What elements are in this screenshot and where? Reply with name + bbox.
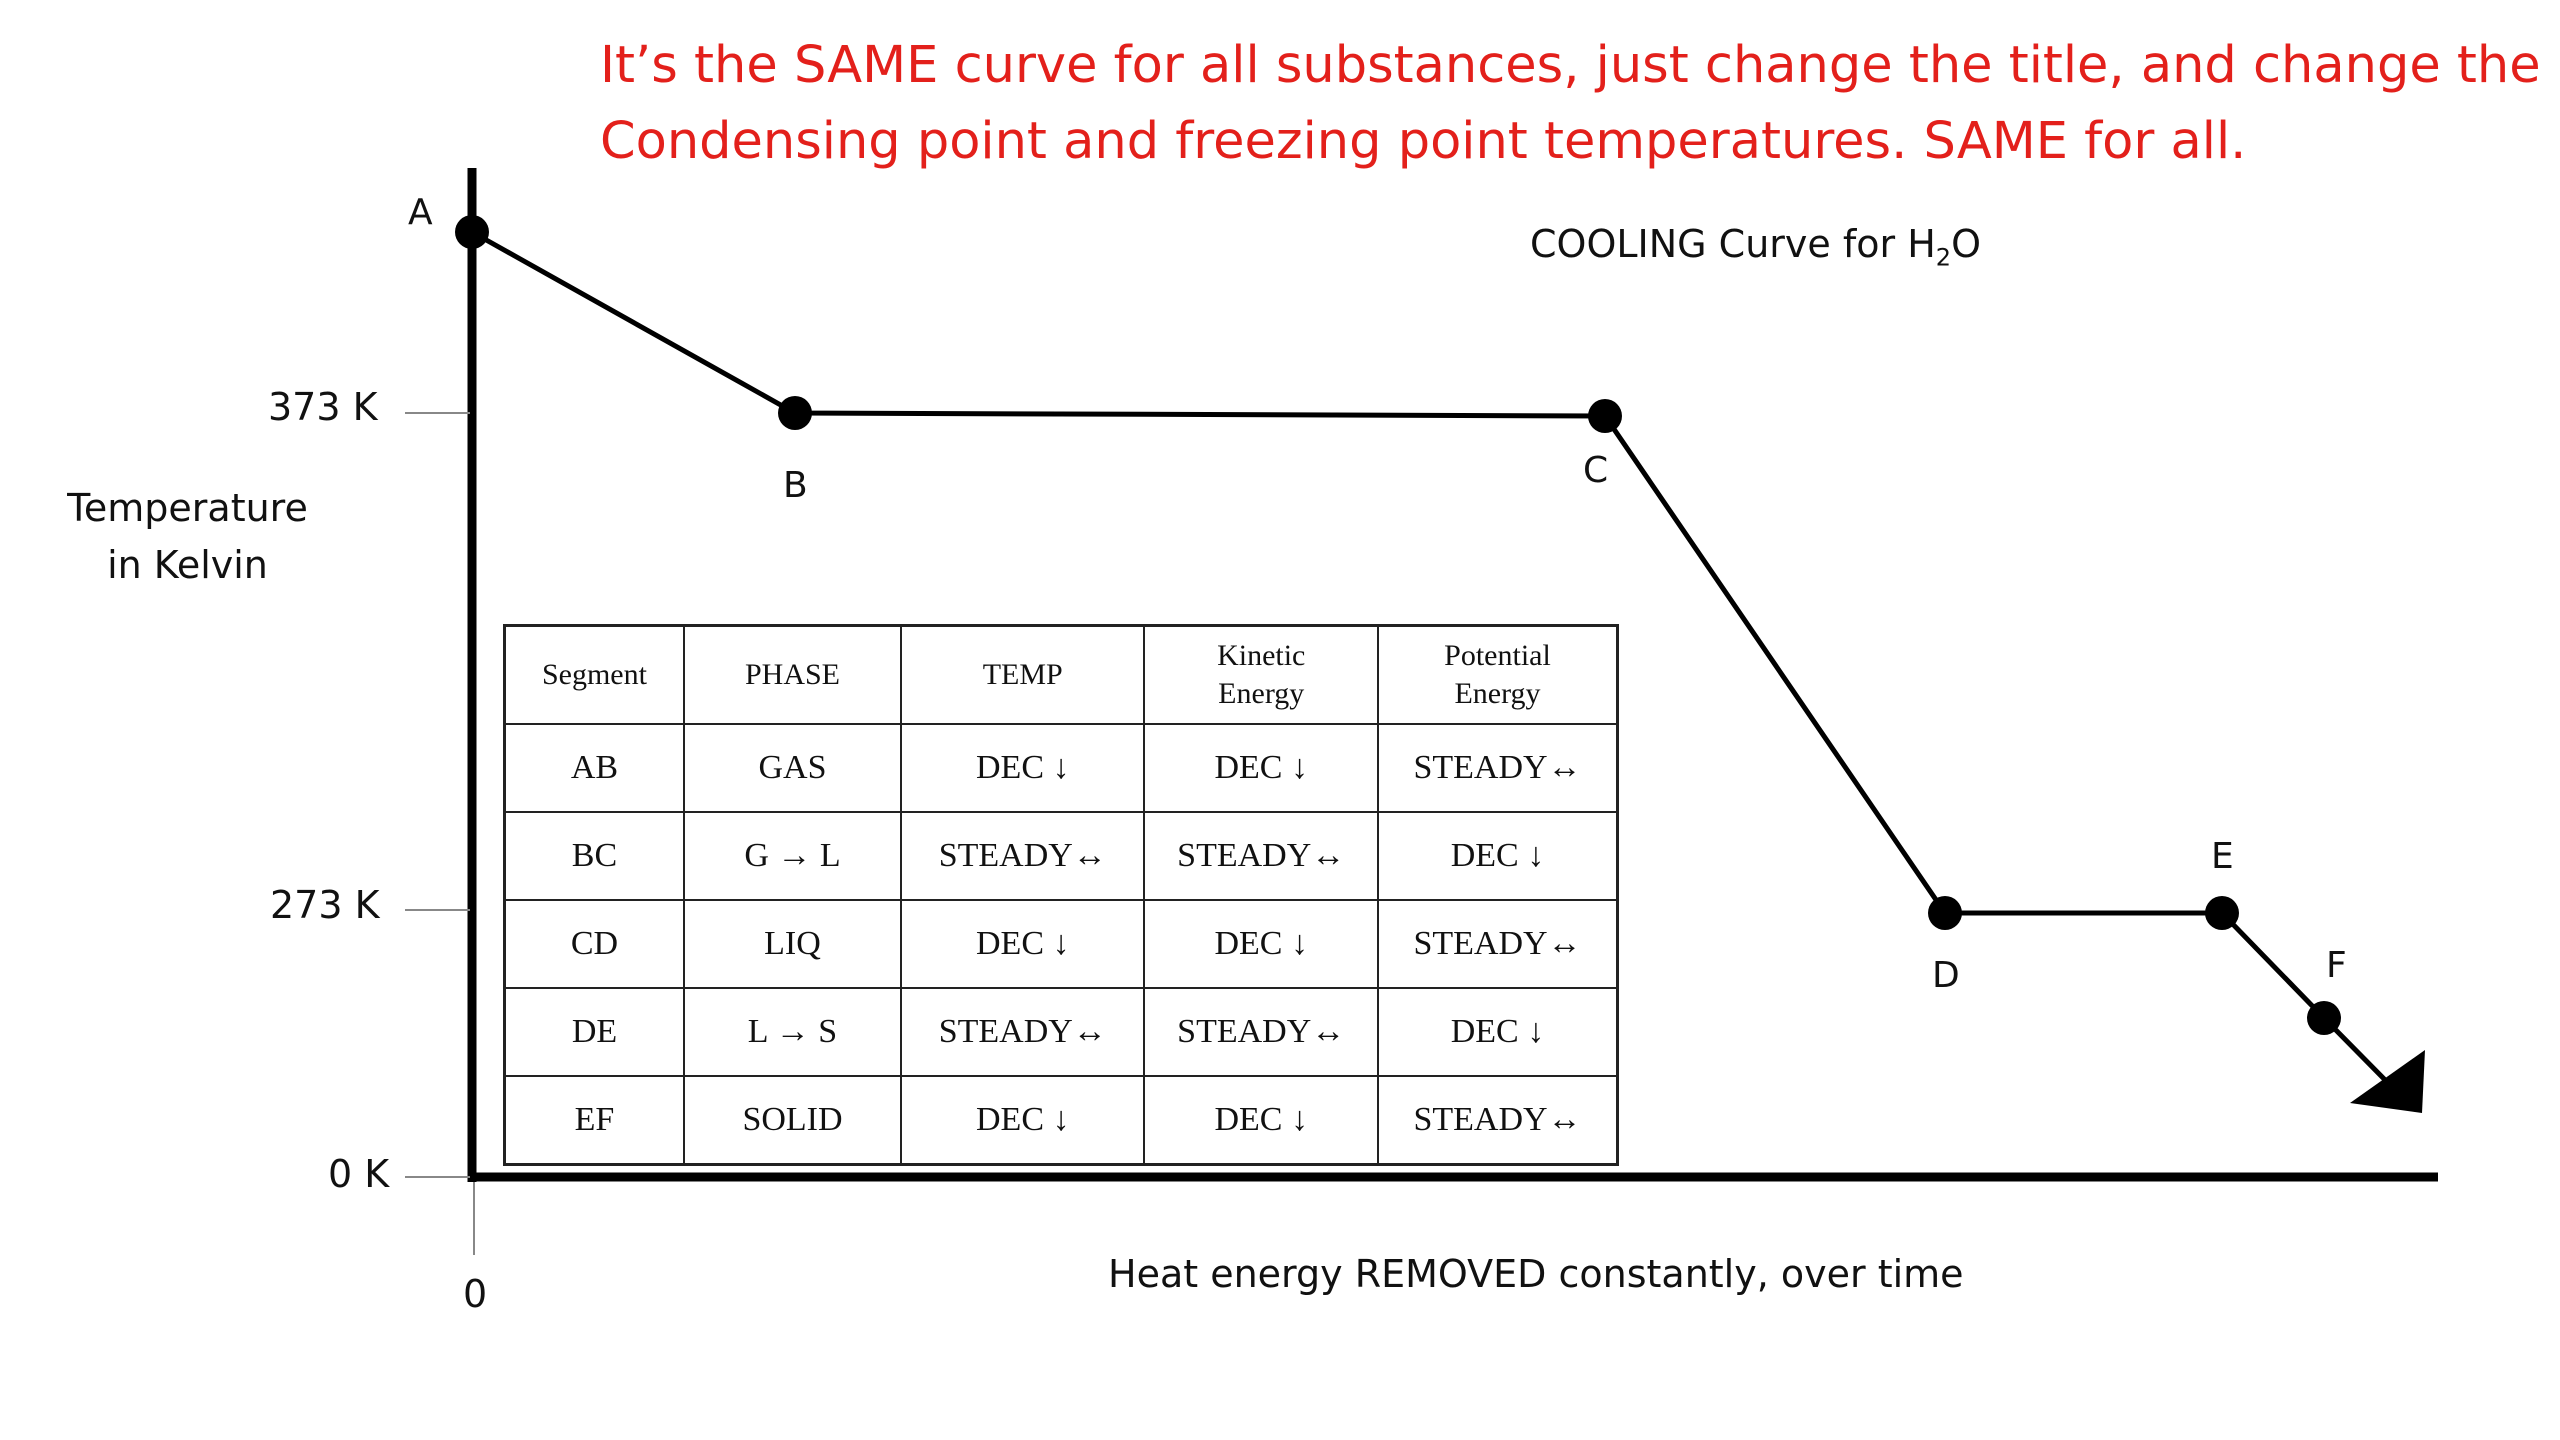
table-cell: STEADY↔ — [900, 987, 1146, 1077]
table-cell: GAS — [682, 723, 903, 813]
table-cell: CD — [503, 899, 685, 989]
table-cell: SOLID — [682, 1075, 903, 1166]
y-tick-label-273: 273 K — [270, 883, 380, 927]
table-cell: STEADY↔ — [1143, 987, 1379, 1077]
table-cell: DEC ↓ — [900, 1075, 1146, 1166]
table-cell: EF — [503, 1075, 685, 1166]
table-cell: STEADY↔ — [900, 811, 1146, 901]
table-cell: DE — [503, 987, 685, 1077]
table-cell: STEADY↔ — [1376, 899, 1619, 989]
table-cell: L → S — [682, 987, 903, 1077]
point-d-label: D — [1932, 955, 1960, 996]
table-cell: STEADY↔ — [1143, 811, 1379, 901]
point-a-label: A — [408, 192, 433, 233]
header-phase: PHASE — [682, 624, 903, 725]
point-d-marker — [1928, 896, 1962, 930]
x-tick-label-0: 0 — [463, 1272, 488, 1316]
point-e-label: E — [2211, 836, 2234, 877]
y-axis-label: Temperature in Kelvin — [30, 480, 345, 594]
table-cell: DEC ↓ — [900, 899, 1146, 989]
table-cell: DEC ↓ — [1143, 899, 1379, 989]
instruction-note: It’s the SAME curve for all substances, … — [600, 28, 2550, 180]
point-e-marker — [2205, 896, 2239, 930]
curve-arrowhead — [2350, 1050, 2425, 1113]
table-cell: DEC ↓ — [1143, 1075, 1379, 1166]
table-cell: DEC ↓ — [900, 723, 1146, 813]
point-b-marker — [778, 396, 812, 430]
note-line-1: It’s the SAME curve for all substances, … — [600, 36, 2541, 95]
table-cell: LIQ — [682, 899, 903, 989]
segment-table: Segment PHASE TEMP Kinetic Energy Potent… — [503, 624, 1619, 1166]
point-c-marker — [1588, 399, 1622, 433]
table-cell: AB — [503, 723, 685, 813]
table-cell: STEADY↔ — [1376, 723, 1619, 813]
table-header-row: Segment PHASE TEMP Kinetic Energy Potent… — [503, 624, 1619, 725]
point-c-label: C — [1583, 450, 1609, 491]
table-cell: STEADY↔ — [1376, 1075, 1619, 1166]
table-row: EF SOLID DEC ↓ DEC ↓ STEADY↔ — [503, 1075, 1619, 1166]
y-tick-label-0: 0 K — [328, 1152, 390, 1196]
header-kinetic-energy: Kinetic Energy — [1143, 624, 1379, 725]
point-f-label: F — [2326, 945, 2347, 986]
y-axis-label-line-1: Temperature — [67, 486, 308, 530]
header-segment: Segment — [503, 624, 685, 725]
table-row: AB GAS DEC ↓ DEC ↓ STEADY↔ — [503, 723, 1619, 813]
header-temp: TEMP — [900, 624, 1146, 725]
note-line-2: Condensing point and freezing point temp… — [600, 112, 2247, 171]
table-cell: BC — [503, 811, 685, 901]
table-row: CD LIQ DEC ↓ DEC ↓ STEADY↔ — [503, 899, 1619, 989]
y-tick-label-373: 373 K — [268, 385, 378, 429]
table-row: DE L → S STEADY↔ STEADY↔ DEC ↓ — [503, 987, 1619, 1077]
table-cell: DEC ↓ — [1143, 723, 1379, 813]
chart-title: COOLING Curve for H2O — [1530, 222, 1981, 272]
header-potential-energy: Potential Energy — [1376, 624, 1619, 725]
point-a-marker — [455, 215, 489, 249]
table-cell: G → L — [682, 811, 903, 901]
point-b-label: B — [783, 465, 808, 506]
x-axis-label: Heat energy REMOVED constantly, over tim… — [1108, 1252, 1964, 1296]
point-f-marker — [2307, 1001, 2341, 1035]
table-row: BC G → L STEADY↔ STEADY↔ DEC ↓ — [503, 811, 1619, 901]
table-cell: DEC ↓ — [1376, 987, 1619, 1077]
y-axis-label-line-2: in Kelvin — [107, 543, 268, 587]
table-cell: DEC ↓ — [1376, 811, 1619, 901]
